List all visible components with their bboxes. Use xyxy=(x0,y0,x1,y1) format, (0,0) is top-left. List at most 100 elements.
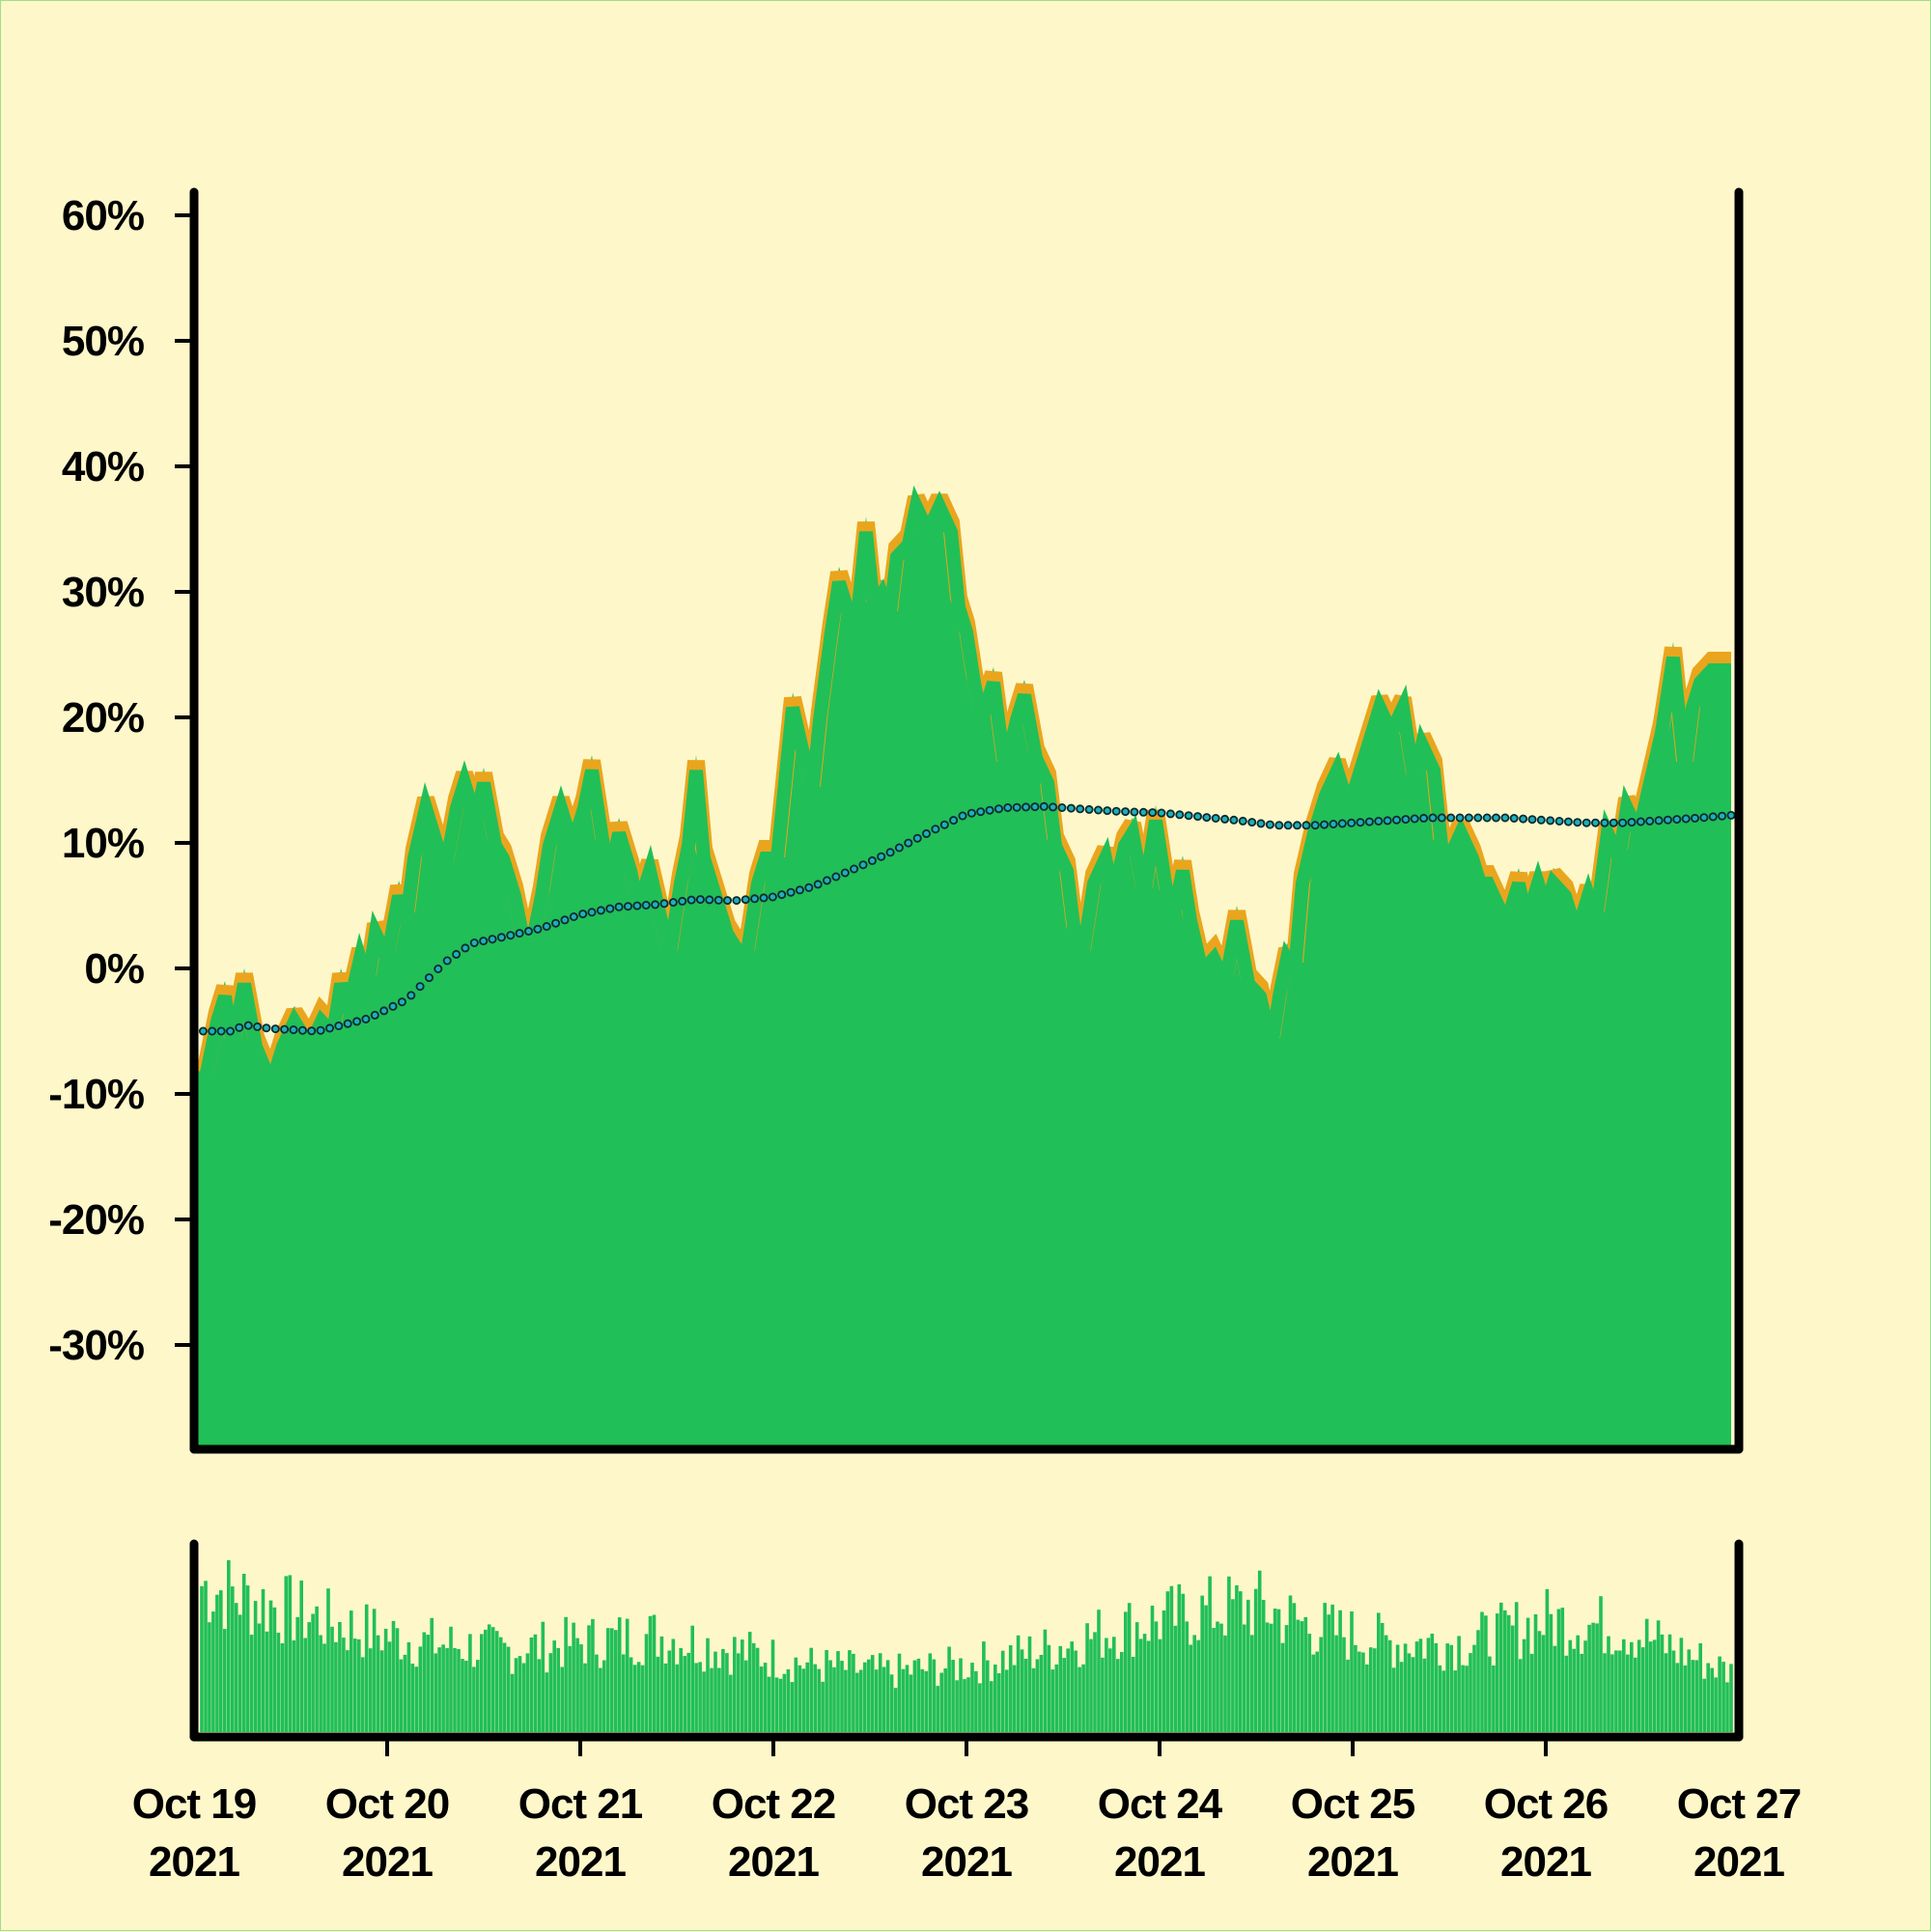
volume-bar xyxy=(1484,1615,1488,1732)
volume-bar xyxy=(966,1677,970,1732)
volume-bar xyxy=(234,1603,238,1732)
volume-bar xyxy=(1108,1648,1112,1732)
volume-bar xyxy=(717,1667,721,1732)
volume-bar xyxy=(1161,1610,1166,1732)
trend-point xyxy=(1691,813,1700,823)
volume-bar xyxy=(1273,1609,1277,1732)
trend-point xyxy=(922,828,932,838)
trend-point xyxy=(334,1022,344,1031)
volume-bar xyxy=(1414,1641,1419,1732)
volume-bar xyxy=(241,1574,246,1732)
volume-bar xyxy=(1525,1617,1530,1732)
trend-point xyxy=(1238,816,1247,826)
trend-point xyxy=(1636,817,1645,826)
volume-bar xyxy=(1496,1613,1499,1732)
volume-bar xyxy=(453,1648,457,1732)
volume-bar xyxy=(1134,1622,1139,1732)
volume-bar xyxy=(434,1653,437,1732)
volume-bar xyxy=(1219,1623,1223,1732)
volume-bar xyxy=(529,1638,534,1732)
volume-bar xyxy=(1261,1600,1266,1732)
volume-bar xyxy=(747,1632,752,1732)
volume-bar xyxy=(706,1638,710,1732)
trend-point xyxy=(1094,805,1104,815)
volume-bar xyxy=(1553,1645,1557,1732)
volume-bar xyxy=(970,1663,974,1732)
volume-bar xyxy=(1181,1593,1186,1732)
trend-point xyxy=(1274,821,1284,830)
trend-point xyxy=(777,890,787,900)
trend-point xyxy=(1563,817,1573,826)
volume-bar xyxy=(261,1588,266,1732)
trend-point xyxy=(1446,813,1456,823)
volume-bar xyxy=(1488,1656,1492,1732)
volume-bar xyxy=(1514,1602,1519,1732)
volume-bar xyxy=(1418,1638,1423,1732)
volume-bar xyxy=(825,1650,828,1732)
volume-bar xyxy=(1587,1624,1591,1732)
volume-bar xyxy=(1549,1613,1553,1732)
volume-bar xyxy=(610,1628,614,1732)
volume-bar xyxy=(848,1650,852,1732)
volume-bar xyxy=(376,1635,380,1732)
volume-bar xyxy=(648,1615,653,1732)
volume-bar xyxy=(686,1652,690,1732)
volume-bar xyxy=(1239,1591,1243,1732)
volume-bar xyxy=(1671,1650,1676,1732)
volume-bar xyxy=(1395,1644,1400,1732)
x-tick-label-date: Oct 25 xyxy=(1291,1780,1415,1828)
trend-point xyxy=(1573,818,1582,827)
volume-bar xyxy=(1457,1636,1461,1732)
volume-bar xyxy=(487,1624,491,1732)
volume-bar xyxy=(1626,1654,1630,1732)
volume-bar xyxy=(1706,1663,1710,1732)
volume-bar xyxy=(1105,1638,1108,1732)
volume-bar xyxy=(208,1622,211,1732)
volume-bar xyxy=(733,1637,737,1732)
volume-bar xyxy=(725,1653,729,1732)
x-tick-label-date: Oct 24 xyxy=(1098,1780,1223,1828)
volume-bar xyxy=(372,1609,377,1732)
trend-point xyxy=(1699,813,1709,823)
volume-bar xyxy=(315,1606,319,1732)
x-tick-label-date: Oct 23 xyxy=(905,1780,1029,1828)
volume-bar xyxy=(951,1660,955,1732)
volume-bar xyxy=(1644,1618,1649,1732)
volume-bar xyxy=(659,1636,664,1732)
volume-bar xyxy=(426,1635,430,1732)
trend-point xyxy=(225,1026,235,1036)
volume-bar xyxy=(663,1663,668,1732)
trend-point xyxy=(469,938,479,948)
volume-bar xyxy=(525,1653,530,1732)
trend-point xyxy=(877,852,886,861)
trend-point xyxy=(1672,815,1682,825)
volume-bar xyxy=(1694,1660,1699,1732)
volume-bar xyxy=(1020,1649,1024,1732)
trend-point xyxy=(1283,821,1293,830)
volume-bar xyxy=(1124,1611,1128,1732)
y-tick-label: 40% xyxy=(62,443,144,490)
volume-bar xyxy=(790,1682,795,1732)
volume-bar xyxy=(759,1666,764,1732)
volume-bar xyxy=(338,1622,342,1732)
volume-bar xyxy=(690,1625,694,1732)
volume-bar xyxy=(1618,1650,1622,1732)
volume-bar xyxy=(1077,1666,1081,1732)
volume-bar xyxy=(564,1616,568,1732)
trend-point xyxy=(1193,812,1203,822)
volume-bar xyxy=(1529,1653,1534,1732)
volume-bar xyxy=(303,1638,307,1732)
trend-point xyxy=(1229,815,1239,825)
volume-bar xyxy=(1357,1651,1361,1732)
volume-bar xyxy=(445,1648,449,1732)
trend-point xyxy=(840,868,850,878)
trend-point xyxy=(289,1025,298,1035)
volume-bar xyxy=(1089,1638,1093,1732)
trend-point xyxy=(1202,813,1212,823)
volume-bar xyxy=(632,1665,637,1732)
x-tick-label-date: Oct 21 xyxy=(518,1780,643,1828)
volume-bar xyxy=(518,1656,522,1732)
volume-bar xyxy=(1465,1666,1469,1732)
y-tick-label: -20% xyxy=(48,1196,144,1244)
volume-bar xyxy=(1066,1648,1070,1732)
